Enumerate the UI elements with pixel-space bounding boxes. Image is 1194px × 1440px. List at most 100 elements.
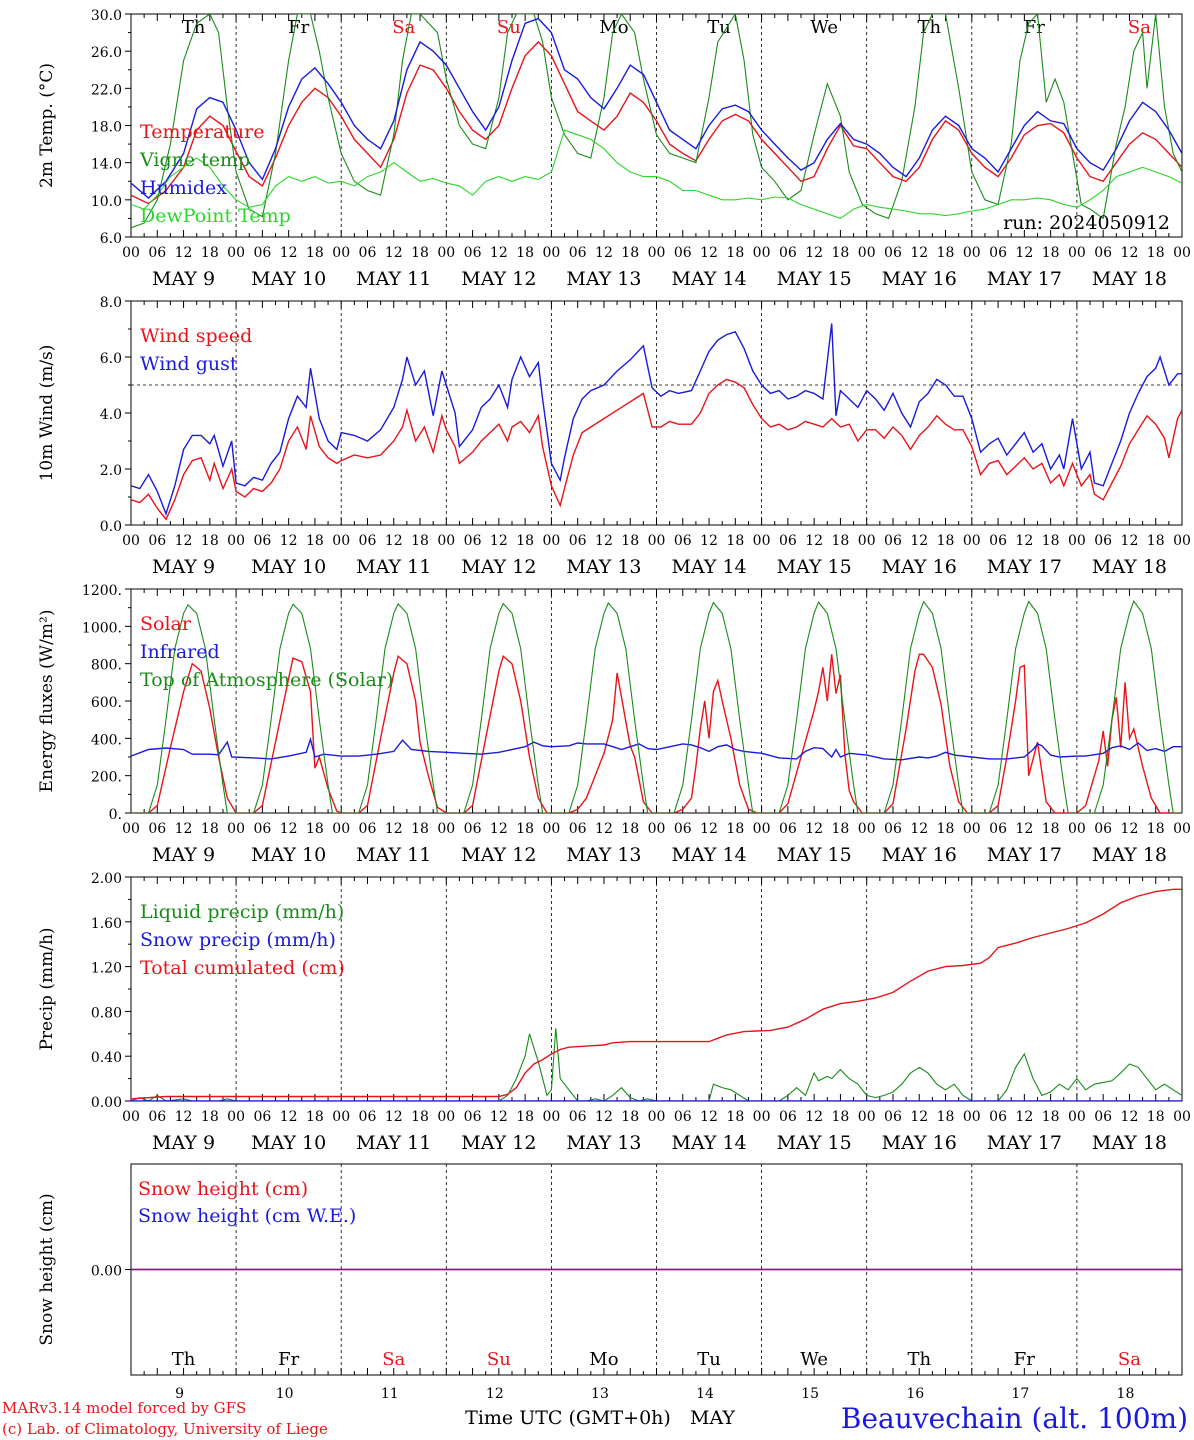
date-label: MAY 16 xyxy=(882,268,957,290)
hour-tick-label: 18 xyxy=(411,533,429,549)
hour-tick-label: 12 xyxy=(1121,821,1139,837)
hour-tick-label: 12 xyxy=(490,533,508,549)
hour-tick-label: 18 xyxy=(411,1109,429,1125)
hour-tick-label: 00 xyxy=(648,1109,666,1125)
hour-tick-label: 06 xyxy=(253,533,271,549)
hour-tick-label: 00 xyxy=(122,245,140,261)
hour-tick-label: 12 xyxy=(595,533,613,549)
hour-tick-label: 06 xyxy=(1094,245,1112,261)
hour-tick-label: 18 xyxy=(726,1109,744,1125)
y-tick-label: 1200. xyxy=(82,583,122,599)
weekday-label: We xyxy=(800,1349,828,1370)
hour-tick-label: 06 xyxy=(569,245,587,261)
hour-tick-label: 06 xyxy=(148,245,166,261)
hour-tick-label: 06 xyxy=(989,533,1007,549)
y-tick-label: 4.0 xyxy=(100,407,122,423)
plot-frame-3 xyxy=(130,588,1183,814)
weekday-label: Mo xyxy=(599,17,628,38)
hour-tick-label: 06 xyxy=(674,821,692,837)
hour-tick-label: 12 xyxy=(385,245,403,261)
hour-tick-label: 18 xyxy=(621,1109,639,1125)
hour-tick-label: 12 xyxy=(1015,533,1033,549)
y-tick-label: 1.20 xyxy=(91,961,122,977)
hour-tick-label: 18 xyxy=(621,821,639,837)
date-label: MAY 10 xyxy=(251,844,326,866)
y-tick-label: 1.60 xyxy=(91,916,122,932)
legend-entry: Vigne temp xyxy=(139,149,250,171)
date-label: MAY 9 xyxy=(152,844,215,866)
hour-tick-label: 00 xyxy=(332,533,350,549)
x-axis-label: Time UTC (GMT+0h) xyxy=(465,1407,671,1429)
day-number-label: 16 xyxy=(906,1386,924,1402)
day-number-label: 18 xyxy=(1117,1386,1135,1402)
hour-tick-label: 06 xyxy=(569,1109,587,1125)
hour-tick-label: 18 xyxy=(201,1109,219,1125)
hour-tick-label: 00 xyxy=(122,821,140,837)
hour-tick-label: 00 xyxy=(227,245,245,261)
hour-tick-label: 18 xyxy=(937,245,955,261)
date-label: MAY 18 xyxy=(1092,844,1167,866)
weekday-label: Su xyxy=(487,1349,511,1370)
hour-tick-label: 18 xyxy=(726,245,744,261)
hour-tick-label: 12 xyxy=(175,245,193,261)
date-label: MAY 17 xyxy=(987,844,1062,866)
y-tick-label: 2.0 xyxy=(100,463,122,479)
hour-tick-label: 18 xyxy=(516,821,534,837)
hour-tick-label: 00 xyxy=(648,533,666,549)
hour-tick-label: 06 xyxy=(779,245,797,261)
date-label: MAY 14 xyxy=(671,268,746,290)
y-tick-label: 600. xyxy=(91,695,122,711)
hour-tick-label: 00 xyxy=(1068,245,1086,261)
hour-tick-label: 18 xyxy=(1042,533,1060,549)
hour-tick-label: 00 xyxy=(1173,245,1191,261)
hour-tick-label: 12 xyxy=(805,821,823,837)
legend-entry: Humidex xyxy=(140,177,227,199)
hour-tick-label: 12 xyxy=(700,821,718,837)
weekday-label: Fr xyxy=(1024,17,1045,38)
hour-tick-label: 12 xyxy=(175,1109,193,1125)
hour-tick-label: 00 xyxy=(648,821,666,837)
series-line-vigne-temp xyxy=(131,14,1182,229)
hour-tick-label: 12 xyxy=(490,1109,508,1125)
date-label: MAY 13 xyxy=(566,844,641,866)
legend-entry: Snow precip (mm/h) xyxy=(140,929,336,951)
station-label: Beauvechain (alt. 100m) xyxy=(841,1402,1188,1435)
hour-tick-label: 18 xyxy=(937,821,955,837)
y-tick-label: 1000. xyxy=(82,620,122,636)
y-tick-label: 0.80 xyxy=(91,1005,122,1021)
hour-tick-label: 18 xyxy=(832,245,850,261)
date-label: MAY 18 xyxy=(1092,556,1167,578)
hour-tick-label: 00 xyxy=(122,1109,140,1125)
hour-tick-label: 18 xyxy=(201,533,219,549)
date-label: MAY 11 xyxy=(356,268,431,290)
hour-tick-label: 00 xyxy=(542,1109,560,1125)
weekday-label: Sa xyxy=(1118,1349,1141,1370)
date-label: MAY 12 xyxy=(461,268,536,290)
hour-tick-label: 12 xyxy=(595,1109,613,1125)
hour-tick-label: 00 xyxy=(332,1109,350,1125)
hour-tick-label: 18 xyxy=(1042,1109,1060,1125)
y-axis-label: 2m Temp. (°C) xyxy=(37,63,57,188)
y-tick-label: 30.0 xyxy=(91,8,122,24)
series-line-humidex xyxy=(131,17,1182,199)
hour-tick-label: 18 xyxy=(1042,245,1060,261)
hour-tick-label: 12 xyxy=(385,533,403,549)
hour-tick-label: 00 xyxy=(1068,1109,1086,1125)
hour-tick-label: 06 xyxy=(253,1109,271,1125)
date-label: MAY 15 xyxy=(777,556,852,578)
day-number-label: 17 xyxy=(1011,1386,1029,1402)
hour-tick-label: 00 xyxy=(753,1109,771,1125)
hour-tick-label: 00 xyxy=(227,1109,245,1125)
month-label: MAY xyxy=(690,1407,735,1429)
hour-tick-label: 12 xyxy=(910,1109,928,1125)
hour-tick-label: 18 xyxy=(411,245,429,261)
hour-tick-label: 12 xyxy=(1015,1109,1033,1125)
hour-tick-label: 12 xyxy=(700,245,718,261)
weekday-label: Fr xyxy=(1014,1349,1035,1370)
series-line-solar xyxy=(131,653,1182,813)
date-label: MAY 16 xyxy=(882,844,957,866)
hour-tick-label: 12 xyxy=(175,533,193,549)
series-line-wind-speed xyxy=(131,378,1182,521)
date-label: MAY 18 xyxy=(1092,268,1167,290)
